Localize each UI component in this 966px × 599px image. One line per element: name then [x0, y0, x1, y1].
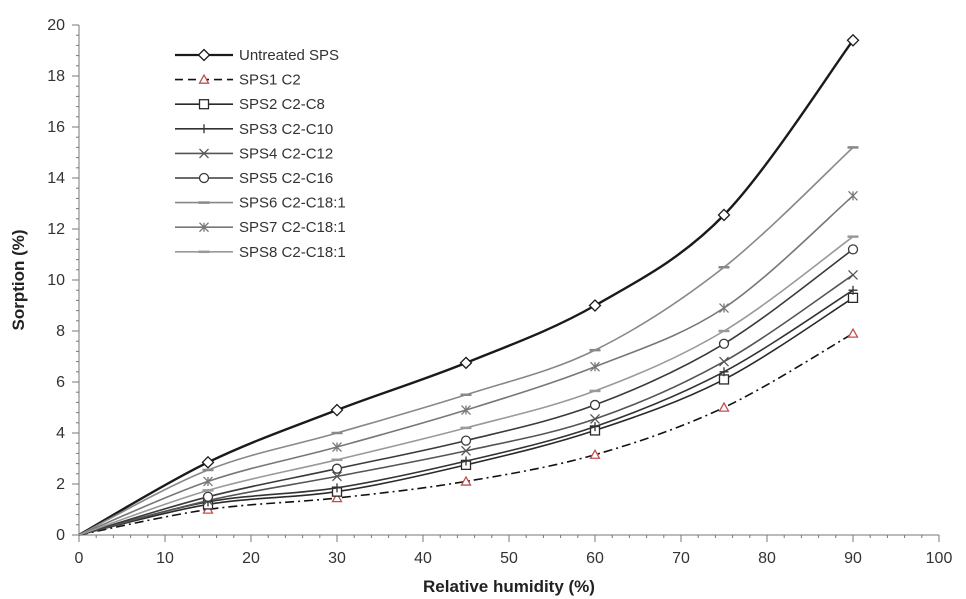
legend-marker [199, 124, 209, 134]
data-point [718, 338, 730, 349]
data-point [717, 208, 731, 222]
x-tick-label: 70 [672, 550, 690, 567]
legend-item: SPS4 C2-C12 [175, 145, 333, 162]
legend-item: SPS2 C2-C8 [175, 96, 325, 113]
data-point [332, 471, 342, 482]
x-tick-label: 80 [758, 550, 776, 567]
data-point [203, 476, 213, 487]
y-tick-label: 12 [47, 221, 65, 238]
legend-item: SPS3 C2-C10 [175, 121, 333, 138]
series-8 [78, 190, 858, 536]
data-point [332, 483, 342, 493]
legend-marker [198, 73, 210, 84]
y-tick-label: 2 [56, 476, 65, 493]
x-tick-label: 90 [844, 550, 862, 567]
legend-marker [199, 222, 209, 233]
series-line [78, 236, 854, 536]
data-point [847, 327, 859, 338]
data-point [460, 435, 472, 446]
data-point [461, 445, 471, 456]
y-tick-label: 0 [56, 527, 65, 544]
series-9 [78, 235, 859, 536]
data-point [331, 463, 343, 474]
data-point [848, 269, 858, 280]
axes: 0 2 4 6 8 10 12 14 16 18 20 0 10 20 30 40 50 60 70 80 90 100 [47, 17, 952, 567]
data-point [846, 33, 860, 47]
y-axis-title: Sorption (%) [9, 229, 28, 330]
data-point [590, 414, 600, 424]
legend-label: SPS3 C2-C10 [239, 121, 333, 138]
legend-marker [197, 48, 211, 62]
y-tick-label: 10 [47, 272, 65, 289]
y-tick-label: 18 [47, 68, 65, 85]
data-point [588, 299, 602, 312]
data-point [719, 367, 729, 377]
series-6 [78, 244, 859, 536]
data-point [201, 455, 215, 469]
legend-label: Untreated SPS [239, 47, 339, 64]
data-point [589, 448, 601, 459]
y-tick-label: 6 [56, 374, 65, 391]
legend-marker [199, 148, 209, 159]
series-line [78, 274, 854, 536]
y-tick-label: 4 [56, 425, 65, 442]
data-point [330, 403, 344, 417]
data-point [848, 285, 858, 295]
legend-item: SPS8 C2-C18:1 [175, 244, 346, 261]
series-1 [78, 33, 860, 537]
series-7 [78, 146, 859, 536]
x-tick-label: 50 [500, 550, 518, 567]
legend-item: Untreated SPS [175, 47, 339, 64]
legend-label: SPS1 C2 [239, 72, 301, 89]
data-point [718, 374, 730, 385]
x-tick-label: 60 [586, 550, 604, 567]
series-4 [78, 285, 858, 536]
series-3 [78, 292, 859, 536]
y-tick-label: 16 [47, 119, 65, 136]
legend-marker [198, 99, 210, 110]
data-point [460, 475, 472, 486]
legend-label: SPS5 C2-C16 [239, 170, 333, 187]
legend-item: SPS6 C2-C18:1 [175, 195, 346, 212]
data-point [589, 399, 601, 411]
y-tick-label: 14 [47, 170, 65, 187]
data-point [202, 491, 214, 502]
legend-label: SPS7 C2-C18:1 [239, 219, 346, 236]
data-point [590, 361, 600, 372]
data-point [332, 442, 342, 452]
data-point [719, 356, 729, 367]
legend-marker [198, 172, 210, 184]
legend-item: SPS1 C2 [175, 72, 301, 89]
legend-label: SPS6 C2-C18:1 [239, 195, 346, 212]
data-point [718, 401, 730, 412]
legend-item: SPS7 C2-C18:1 [175, 219, 346, 236]
data-point [848, 190, 858, 201]
x-tick-label: 0 [75, 550, 84, 567]
x-tick-label: 10 [156, 550, 174, 567]
legend-label: SPS8 C2-C18:1 [239, 244, 346, 261]
legend-label: SPS2 C2-C8 [239, 96, 325, 113]
series-layer [78, 33, 860, 537]
data-point [331, 492, 343, 503]
data-point [719, 303, 729, 314]
legend: Untreated SPS SPS1 C2 SPS2 C2-C8 SPS3 C2-C1… [175, 47, 346, 261]
x-axis-title: Relative humidity (%) [423, 577, 595, 596]
x-tick-label: 100 [926, 550, 953, 567]
series-line [78, 248, 854, 536]
legend-label: SPS4 C2-C12 [239, 145, 333, 162]
y-tick-label: 8 [56, 323, 65, 340]
y-tick-label: 20 [47, 17, 65, 34]
legend-item: SPS5 C2-C16 [175, 170, 333, 187]
data-point [461, 456, 471, 466]
data-point [461, 405, 471, 416]
x-tick-label: 40 [414, 550, 432, 567]
data-point [590, 422, 600, 432]
x-tick-label: 20 [242, 550, 260, 567]
data-point [459, 356, 473, 370]
data-point [847, 244, 859, 255]
series-5 [78, 269, 858, 536]
x-tick-label: 30 [328, 550, 346, 567]
